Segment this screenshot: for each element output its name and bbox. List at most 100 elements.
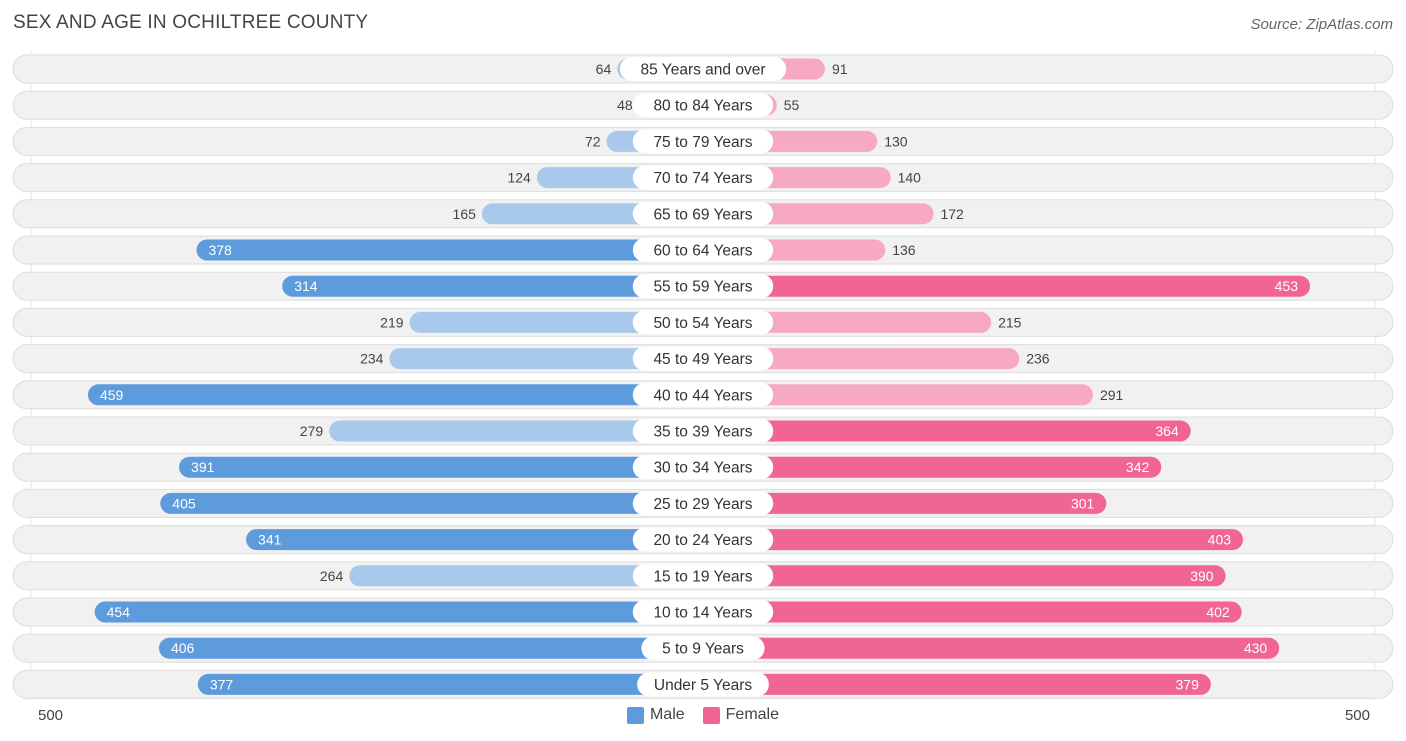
male-value-label: 378 (208, 242, 232, 258)
category-pill (632, 419, 774, 443)
female-value-label: 91 (832, 61, 848, 77)
male-value-label: 264 (320, 568, 344, 584)
male-value-label: 165 (453, 206, 477, 222)
category-pill (632, 201, 774, 226)
category-pill (632, 238, 774, 262)
female-bar (703, 673, 1211, 695)
male-value-label: 454 (107, 604, 131, 620)
female-value-label: 136 (892, 242, 916, 258)
axis-right-label: 500 (1344, 707, 1370, 724)
category-label: 50 to 54 Years (653, 315, 752, 332)
female-value-label: 130 (884, 133, 908, 149)
category-pill (632, 310, 774, 335)
bar-row: 314 453 55 to 59 Years (12, 271, 1394, 301)
source-label: Source: ZipAtlas.com (1250, 16, 1393, 33)
category-pill (637, 672, 769, 697)
female-value-label: 172 (940, 206, 964, 222)
category-label: 5 to 9 Years (662, 641, 744, 658)
female-value-label: 379 (1176, 676, 1200, 692)
female-bar (703, 529, 1244, 551)
category-label: Under 5 Years (654, 677, 752, 694)
female-bar (703, 637, 1280, 659)
male-bar (197, 673, 703, 695)
category-pill (632, 455, 774, 480)
female-bar (703, 565, 1226, 587)
category-pill (632, 527, 774, 552)
bar-row: 391 342 30 to 34 Years (12, 452, 1394, 482)
category-pill (632, 600, 774, 624)
male-bar (282, 275, 703, 297)
bar-row: 377 379 Under 5 Years (12, 669, 1394, 699)
female-bar (703, 420, 1191, 442)
female-bar (703, 384, 1093, 406)
category-label: 40 to 44 Years (653, 387, 752, 404)
bar-row: 459 291 40 to 44 Years (12, 380, 1394, 410)
bar-row: 378 136 60 to 64 Years (12, 235, 1394, 265)
female-bar (703, 492, 1107, 514)
male-value-label: 377 (210, 676, 234, 692)
legend-male-label: Male (649, 706, 685, 723)
male-value-label: 391 (191, 459, 215, 475)
category-pill (632, 346, 774, 371)
male-bar (94, 601, 703, 623)
female-value-label: 291 (1100, 387, 1124, 403)
legend: Male Female (0, 706, 1406, 724)
male-value-label: 279 (300, 423, 324, 439)
bar-row: 341 403 20 to 24 Years (12, 525, 1394, 555)
category-pill (632, 129, 774, 154)
bar-row: 219 215 50 to 54 Years (12, 307, 1394, 337)
bar-row: 165 172 65 to 69 Years (12, 199, 1394, 229)
bar-row: 405 301 25 to 29 Years (12, 488, 1394, 518)
female-bar (703, 275, 1311, 297)
female-value-label: 403 (1208, 532, 1232, 548)
category-label: 75 to 79 Years (653, 134, 752, 151)
bar-row: 279 364 35 to 39 Years (12, 416, 1394, 446)
male-value-label: 48 (617, 97, 633, 113)
legend-item-female[interactable]: Female (702, 706, 780, 724)
male-bar (179, 456, 703, 478)
female-value-label: 453 (1275, 278, 1299, 294)
category-pill (632, 382, 774, 407)
male-bar (329, 420, 703, 442)
category-label: 85 Years and over (641, 62, 766, 79)
bar-row: 406 430 5 to 9 Years (12, 633, 1394, 663)
axis-left-label: 500 (38, 707, 64, 724)
category-label: 35 to 39 Years (653, 424, 752, 441)
category-label: 70 to 74 Years (653, 170, 752, 187)
chart-title: SEX AND AGE IN OCHILTREE COUNTY (13, 12, 369, 33)
population-pyramid-chart: 64 91 85 Years and over 48 55 80 to 84 Years 7… (12, 50, 1394, 700)
legend-female-label: Female (725, 706, 780, 723)
bar-row: 64 91 85 Years and over (12, 54, 1394, 84)
category-label: 30 to 34 Years (653, 460, 752, 477)
male-value-label: 314 (294, 278, 318, 294)
legend-item-male[interactable]: Male (626, 706, 685, 724)
category-label: 25 to 29 Years (653, 496, 752, 513)
male-bar (389, 348, 703, 370)
female-value-label: 364 (1155, 423, 1179, 439)
bar-row: 48 55 80 to 84 Years (12, 90, 1394, 120)
male-value-label: 219 (380, 314, 404, 330)
female-value-label: 55 (784, 97, 800, 113)
male-bar (160, 492, 704, 514)
category-label: 60 to 64 Years (653, 243, 752, 260)
female-value-label: 140 (898, 170, 922, 186)
category-pill (632, 165, 774, 190)
category-label: 20 to 24 Years (653, 532, 752, 549)
female-swatch-icon (702, 706, 720, 724)
category-pill (632, 563, 774, 588)
female-bar (703, 601, 1242, 623)
male-value-label: 341 (258, 532, 282, 548)
category-label: 15 to 19 Years (653, 568, 752, 585)
male-swatch-icon (626, 706, 644, 724)
category-label: 10 to 14 Years (653, 605, 752, 622)
male-value-label: 72 (585, 133, 601, 149)
male-bar (409, 311, 703, 333)
category-label: 45 to 49 Years (653, 351, 752, 368)
bar-row: 454 402 10 to 14 Years (12, 597, 1394, 627)
bar-row: 264 390 15 to 19 Years (12, 561, 1394, 591)
category-pill (632, 274, 774, 299)
bar-row: 72 130 75 to 79 Years (12, 126, 1394, 156)
male-value-label: 405 (172, 495, 196, 511)
category-label: 65 to 69 Years (653, 206, 752, 223)
female-value-label: 430 (1244, 640, 1268, 656)
